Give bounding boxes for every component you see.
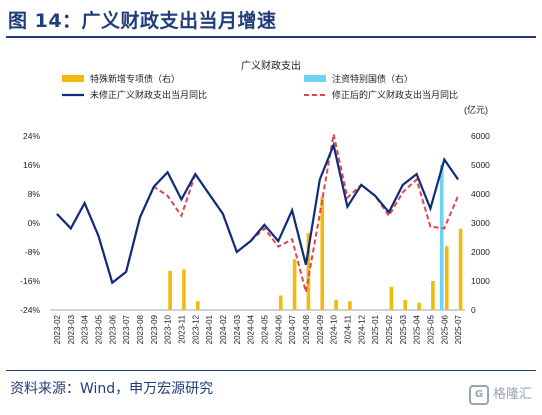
x-tick-label: 2024-08 bbox=[302, 314, 311, 344]
y-left-tick-label: 16% bbox=[23, 160, 40, 170]
bar-special-bond bbox=[168, 270, 172, 310]
header-divider bbox=[6, 36, 536, 38]
x-tick-label: 2023-04 bbox=[81, 314, 90, 344]
bar-special-bond bbox=[348, 301, 352, 310]
x-tick-label: 2023-08 bbox=[136, 314, 145, 344]
x-tick-label: 2024-11 bbox=[343, 314, 352, 343]
legend-swatch-special-bond bbox=[62, 75, 84, 82]
x-tick-label: 2024-05 bbox=[260, 314, 269, 344]
bar-special-bond bbox=[403, 299, 408, 310]
chart-area: 广义财政支出 特殊新增专项债（右） 注资特别国债（右） 未修正广义财政支出当月同… bbox=[0, 40, 542, 370]
bar-special-bond bbox=[444, 246, 449, 310]
figure-header: 图 14：广义财政支出当月增速 bbox=[0, 0, 542, 40]
bar-special-bond bbox=[334, 299, 338, 310]
y-left-tick-label: 24% bbox=[23, 131, 40, 141]
x-tick-label: 2023-10 bbox=[164, 314, 173, 344]
line-revised bbox=[56, 133, 460, 293]
x-tick-label: 2023-07 bbox=[122, 314, 131, 344]
right-axis-unit: (亿元) bbox=[464, 104, 488, 115]
x-tick-label: 2024-04 bbox=[247, 314, 256, 344]
y-left-tick-label: -24% bbox=[20, 305, 40, 315]
bar-special-bond bbox=[458, 228, 463, 310]
x-tick-label: 2023-06 bbox=[108, 314, 117, 344]
x-tick-label: 2024-01 bbox=[205, 314, 214, 344]
x-tick-label: 2023-03 bbox=[67, 314, 76, 344]
y-right-tick-label: 4000 bbox=[471, 189, 490, 199]
legend: 特殊新增专项债（右） 注资特别国债（右） 未修正广义财政支出当月同比 修正后的广… bbox=[62, 73, 458, 100]
y-right-tick-label: 0 bbox=[471, 305, 476, 315]
x-tick-label: 2023-09 bbox=[150, 314, 159, 344]
y-left-tick-label: -16% bbox=[20, 276, 40, 286]
bar-special-bond bbox=[320, 196, 325, 310]
bar-special-bond bbox=[389, 286, 394, 310]
x-tick-label: 2023-12 bbox=[191, 314, 200, 344]
x-tick-label: 2024-12 bbox=[357, 314, 366, 344]
x-tick-label: 2025-07 bbox=[454, 314, 463, 344]
watermark: G 格隆汇 bbox=[468, 383, 532, 405]
y-right-tick-label: 3000 bbox=[471, 218, 490, 228]
bar-special-bond bbox=[278, 295, 283, 310]
legend-swatch-ultra-bond bbox=[304, 75, 326, 82]
y-left-tick-label: 8% bbox=[28, 189, 41, 199]
footer-divider bbox=[6, 370, 536, 371]
line-unrevised bbox=[56, 141, 460, 285]
x-tick-label: 2025-04 bbox=[413, 314, 422, 344]
bar-special-bond bbox=[182, 269, 186, 310]
legend-label-unrevised: 未修正广义财政支出当月同比 bbox=[90, 89, 207, 100]
watermark-logo-icon: G bbox=[468, 384, 489, 405]
x-tick-label: 2025-02 bbox=[385, 314, 394, 344]
x-tick-label: 2024-10 bbox=[330, 314, 339, 344]
bar-special-bond bbox=[195, 301, 200, 310]
bar-special-bond bbox=[417, 302, 421, 310]
figure-title: 图 14：广义财政支出当月增速 bbox=[8, 10, 277, 32]
chart-svg: 广义财政支出 特殊新增专项债（右） 注资特别国债（右） 未修正广义财政支出当月同… bbox=[20, 59, 490, 344]
legend-label-revised: 修正后的广义财政支出当月同比 bbox=[332, 89, 458, 100]
y-right-tick-label: 2000 bbox=[471, 247, 490, 257]
x-tick-label: 2024-02 bbox=[219, 314, 228, 344]
legend-label-ultra-bond: 注资特别国债（右） bbox=[332, 73, 413, 84]
legend-label-special-bond: 特殊新增专项债（右） bbox=[90, 73, 180, 84]
bar-special-bond bbox=[292, 259, 297, 310]
x-tick-label: 2024-09 bbox=[316, 314, 325, 344]
plot-area: 24% 16% 8% 0% -8% -16% -24% 6000 5000 4000 3000 200… bbox=[20, 131, 490, 344]
bar-ultra-bond bbox=[439, 165, 444, 310]
x-tick-label: 2025-05 bbox=[426, 314, 435, 344]
y-left-tick-label: 0% bbox=[28, 218, 41, 228]
chart-title: 广义财政支出 bbox=[241, 59, 301, 72]
source-note: 资料来源：Wind，申万宏源研究 bbox=[10, 381, 214, 397]
x-tick-label: 2024-06 bbox=[274, 314, 283, 344]
x-tick-label: 2024-03 bbox=[233, 314, 242, 344]
x-tick-label: 2025-06 bbox=[440, 314, 449, 344]
x-tick-label: 2023-05 bbox=[94, 314, 103, 344]
y-right-tick-label: 6000 bbox=[471, 131, 490, 141]
x-tick-label: 2025-03 bbox=[399, 314, 408, 344]
watermark-text: 格隆汇 bbox=[492, 387, 532, 402]
y-right-tick-label: 5000 bbox=[471, 160, 490, 170]
y-left-tick-label: -8% bbox=[25, 247, 41, 257]
bar-special-bond bbox=[431, 281, 435, 310]
x-tick-label: 2024-07 bbox=[288, 314, 297, 344]
x-tick-label: 2025-01 bbox=[371, 314, 380, 344]
y-right-tick-label: 1000 bbox=[471, 276, 490, 286]
x-tick-label: 2023-02 bbox=[53, 314, 62, 344]
bar-special-bond bbox=[306, 233, 311, 310]
x-tick-label: 2023-11 bbox=[177, 314, 186, 343]
